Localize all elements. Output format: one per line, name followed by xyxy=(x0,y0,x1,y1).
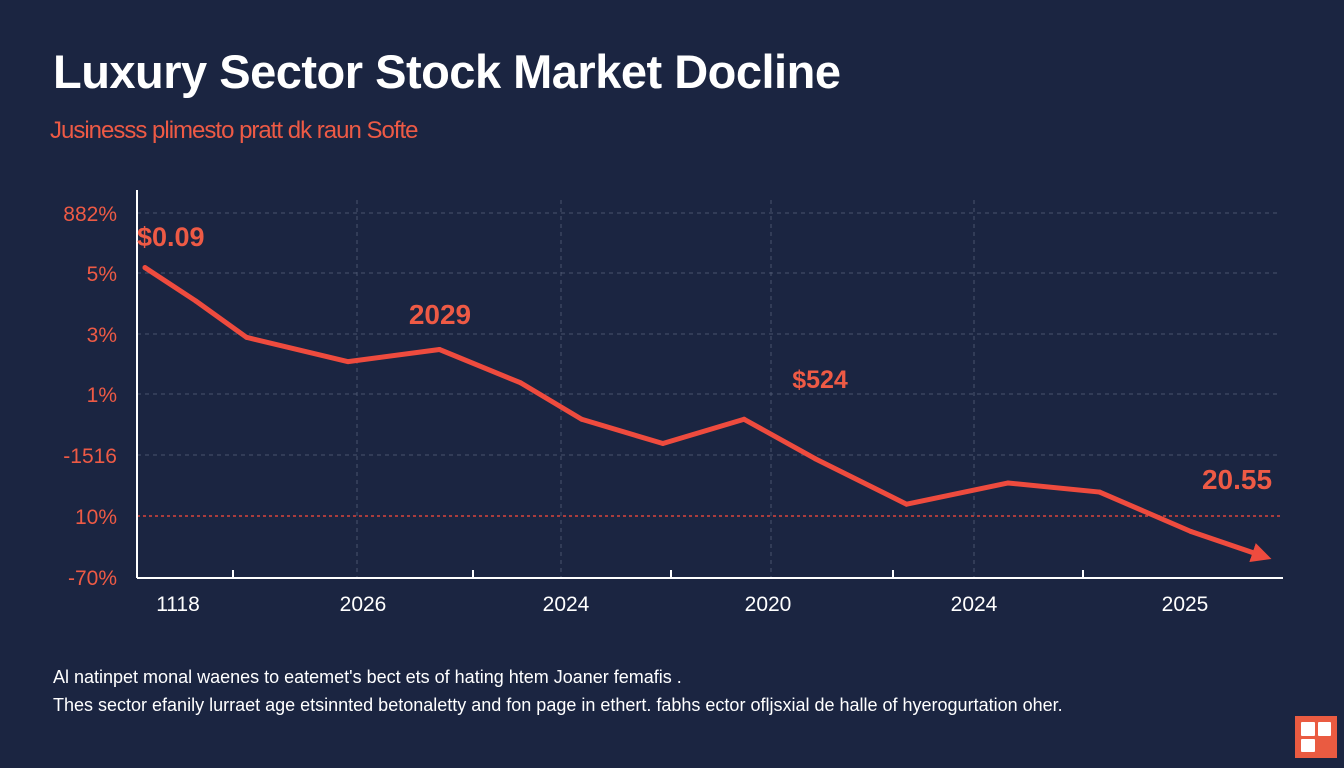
data-point xyxy=(1005,480,1011,486)
chart-title: Luxury Sector Stock Market Docline xyxy=(53,45,841,98)
x-tick-label: 2026 xyxy=(340,593,387,616)
data-point xyxy=(244,334,250,340)
data-point xyxy=(579,416,585,422)
x-tick-label: 2024 xyxy=(951,593,998,616)
data-point xyxy=(904,501,910,507)
data-point xyxy=(142,265,148,271)
annotation-label: $0.09 xyxy=(137,222,205,252)
annotation-label: 20.55 xyxy=(1202,464,1272,495)
grid-layer xyxy=(137,200,1280,577)
annotation-label: $524 xyxy=(792,366,848,394)
data-point xyxy=(1188,529,1194,534)
data-point xyxy=(741,416,747,422)
series-line xyxy=(142,265,1194,534)
x-tick-label: 2020 xyxy=(745,593,792,616)
x-tick-label: 2025 xyxy=(1162,593,1209,616)
data-point xyxy=(1097,489,1103,495)
chart-subtitle: Jusinesss plimesto pratt dk raun Softe xyxy=(50,117,419,144)
data-point xyxy=(436,347,442,352)
x-tick-label: 1118 xyxy=(156,593,200,616)
data-point xyxy=(812,456,818,462)
y-tick-label: 1% xyxy=(87,384,117,407)
y-tick-label: 3% xyxy=(87,324,117,347)
data-point xyxy=(345,359,351,365)
y-tick-label: 882% xyxy=(63,203,117,226)
axis-layer xyxy=(136,190,1283,579)
y-tick-label: 5% xyxy=(87,263,117,286)
x-tick-label: 2024 xyxy=(543,593,590,616)
data-point xyxy=(193,298,199,304)
series-layer xyxy=(142,265,1272,562)
label-layer: 882% 5% 3% 1% -1516 10% -70% 1118 2026 2024 2020 20… xyxy=(63,203,1272,616)
y-tick-label: -70% xyxy=(68,567,117,590)
annotation-label: 2029 xyxy=(409,299,471,330)
data-point xyxy=(1259,553,1265,559)
caption-line-2: Thes sector efanily lurraet age etsinnte… xyxy=(53,695,1063,715)
y-tick-label: 10% xyxy=(75,506,117,529)
brand-logo xyxy=(1295,716,1337,758)
caption-line-1: Al natinpet monal waenes to eatemet's be… xyxy=(53,667,682,687)
trend-arrow xyxy=(1188,529,1272,562)
y-tick-label: -1516 xyxy=(63,445,117,468)
data-point xyxy=(660,441,666,447)
data-point xyxy=(518,380,524,386)
